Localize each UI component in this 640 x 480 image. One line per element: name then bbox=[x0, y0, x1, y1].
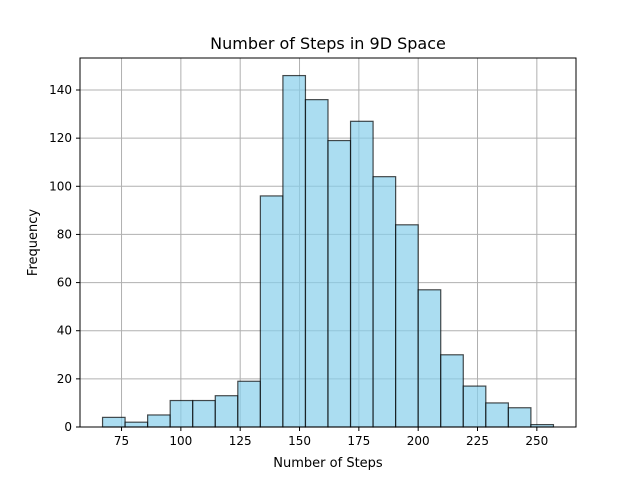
histogram-bar bbox=[349, 120, 374, 428]
plot-frame bbox=[79, 57, 577, 428]
x-tick-label: 200 bbox=[407, 434, 430, 448]
x-tick-label: 175 bbox=[347, 434, 370, 448]
x-axis-ticks: 75 100 125 150 175 200 225 250 bbox=[114, 427, 548, 448]
y-axis-ticks: 0 20 40 60 80 100 120 140 bbox=[49, 83, 80, 434]
histogram-bar bbox=[282, 74, 307, 428]
y-tick-label: 60 bbox=[57, 276, 72, 290]
y-tick-label: 20 bbox=[57, 372, 72, 386]
histogram-bar bbox=[485, 402, 509, 428]
x-tick-label: 75 bbox=[114, 434, 129, 448]
histogram-bar bbox=[214, 395, 239, 428]
y-axis-label: Frequency bbox=[26, 209, 41, 276]
x-tick-label: 125 bbox=[229, 434, 252, 448]
histogram-bar bbox=[327, 139, 352, 428]
x-tick-label: 225 bbox=[466, 434, 489, 448]
x-tick-label: 250 bbox=[525, 434, 548, 448]
histogram-bar bbox=[440, 354, 464, 428]
histogram-bar bbox=[101, 416, 126, 428]
histogram-bar bbox=[237, 380, 261, 428]
chart-title: Number of Steps in 9D Space bbox=[210, 34, 446, 53]
histogram-bar bbox=[417, 289, 442, 428]
y-tick-label: 40 bbox=[57, 324, 72, 338]
y-tick-label: 140 bbox=[49, 83, 72, 97]
y-tick-label: 120 bbox=[49, 131, 72, 145]
histogram-bar bbox=[147, 414, 171, 428]
histogram-bar bbox=[462, 385, 487, 428]
histogram-bar bbox=[169, 399, 194, 428]
x-tick-label: 150 bbox=[288, 434, 311, 448]
histogram-bar bbox=[259, 195, 284, 428]
histogram-bar bbox=[372, 176, 397, 428]
y-tick-label: 100 bbox=[49, 179, 72, 193]
y-tick-label: 0 bbox=[64, 420, 72, 434]
x-axis-label: Number of Steps bbox=[273, 456, 383, 471]
histogram-bar bbox=[124, 421, 149, 428]
bars bbox=[101, 74, 555, 428]
histogram-bar bbox=[304, 99, 329, 428]
histogram-bar bbox=[395, 224, 419, 428]
y-tick-label: 80 bbox=[57, 227, 72, 241]
histogram-bar bbox=[192, 399, 216, 428]
histogram-bar bbox=[507, 407, 532, 428]
x-tick-label: 100 bbox=[169, 434, 192, 448]
